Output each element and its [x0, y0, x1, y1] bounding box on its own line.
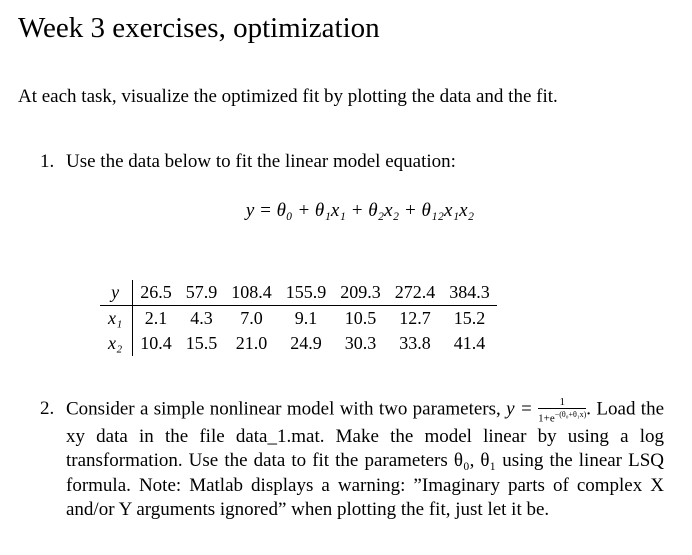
- intro: At each task, visualize the optimized fi…: [18, 86, 558, 107]
- cell: 57.9: [178, 280, 225, 306]
- cell: 155.9: [278, 280, 334, 306]
- cell: 33.8: [399, 333, 431, 353]
- cell: 26.5: [132, 280, 179, 306]
- item-number: 1.: [40, 151, 55, 172]
- equation: y = θ₀ + θ₁x₁ + θ₂x₂ + θ₁₂x₁x₂: [245, 200, 475, 221]
- item-text: Use the data below to fit the linear mod…: [66, 151, 456, 172]
- cell: 272.4: [387, 280, 443, 306]
- title: Week 3 exercises, optimization: [18, 12, 380, 44]
- table-row: x₂ 10.4 15.5 21.0 24.9 30.3 33.8 41.4: [100, 331, 497, 356]
- cell: 30.3: [344, 333, 377, 353]
- cell: 209.3: [333, 280, 388, 306]
- row-header: x₂: [100, 331, 134, 356]
- cell: 4.3: [190, 308, 213, 328]
- cell: 10.5: [344, 308, 377, 328]
- row-header: x₁: [100, 305, 134, 331]
- cell: 108.4: [224, 280, 279, 306]
- item-text: Consider a simple nonlinear model with t…: [66, 398, 501, 420]
- cell: 12.7: [399, 308, 431, 328]
- cell: 10.4: [140, 333, 172, 353]
- row-header: y: [100, 280, 134, 306]
- denominator-wrap: 1+e−(θ₀+θ₁x): [538, 409, 586, 425]
- item-body: Load the xy data in the file data_1.mat.…: [66, 398, 665, 496]
- data-table: y 26.5 57.9 108.4 155.9 209.3 272.4 384.…: [100, 280, 497, 356]
- cell: 21.0: [235, 333, 268, 353]
- formula-lhs: y =: [506, 398, 533, 420]
- item-number: 2.: [40, 398, 55, 419]
- cell: 15.5: [185, 333, 218, 353]
- trailing: .: [586, 398, 592, 420]
- item-paragraph: Consider a simple nonlinear model with t…: [66, 396, 664, 523]
- cell: 384.3: [442, 280, 497, 306]
- cell: 7.0: [240, 308, 263, 328]
- table-row: y 26.5 57.9 108.4 155.9 209.3 272.4 384.…: [100, 280, 497, 306]
- cell: 9.1: [294, 308, 318, 328]
- cell: 2.1: [144, 308, 168, 328]
- item-note: Note: Matlab displays a warning: ”Imagin…: [66, 474, 665, 521]
- cell: 24.9: [290, 333, 322, 353]
- numerator: 1: [538, 396, 587, 409]
- cell: 15.2: [453, 308, 486, 328]
- table-row: x₁ 2.1 4.3 7.0 9.1 10.5 12.7 15.2: [100, 305, 497, 331]
- fraction: 1 1+e−(θ₀+θ₁x): [538, 396, 587, 425]
- exponent: −(θ₀+θ₁x): [554, 410, 587, 419]
- denominator: 1+e: [538, 412, 555, 425]
- cell: 41.4: [453, 333, 486, 353]
